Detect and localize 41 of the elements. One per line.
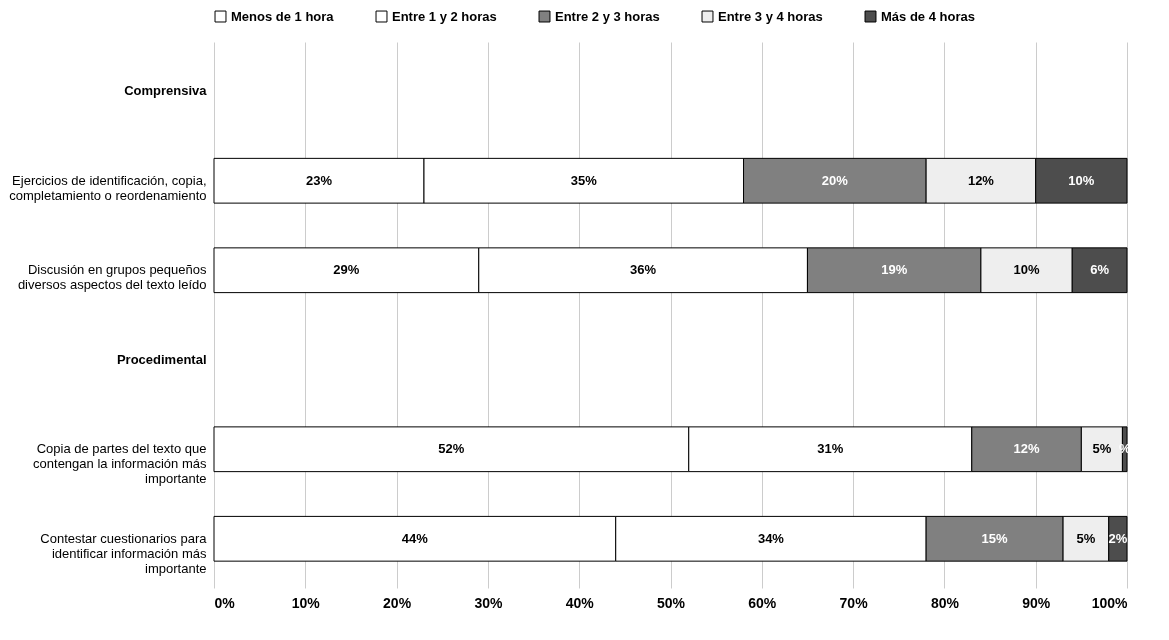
- data-label: 52%: [438, 441, 465, 457]
- x-tick-label: 100%: [1091, 594, 1129, 611]
- data-label: 20%: [821, 172, 849, 188]
- x-tick-label: 70%: [839, 594, 869, 611]
- x-tick-label: 60%: [748, 594, 777, 611]
- y-tick-label: Contestar cuestionarios para identificar información más importante: [40, 530, 208, 576]
- x-tick-label: 90%: [1022, 594, 1051, 611]
- data-label: 12%: [967, 172, 995, 188]
- x-tick-label: 80%: [930, 594, 960, 611]
- y-tick-label: Ejercicios de identificación, copia, completamiento o reordenamiento: [9, 172, 207, 203]
- data-label: 5%: [1092, 441, 1112, 457]
- y-tick-label: Copia de partes del texto que contengan la información más importante: [33, 441, 207, 487]
- legend-label: Entre 3 y 4 horas: [718, 8, 823, 24]
- data-label: 10%: [1013, 262, 1041, 278]
- data-label: 31%: [817, 441, 844, 457]
- x-tick-label: 50%: [656, 594, 686, 611]
- data-label: 6%: [1090, 262, 1110, 278]
- y-tick-label: Procedimental: [116, 351, 207, 367]
- data-label: 2%: [1108, 530, 1128, 546]
- data-label: 19%: [881, 262, 908, 278]
- data-label: 12%: [1013, 441, 1041, 457]
- data-label: 5%: [1076, 530, 1096, 546]
- y-tick-label: Comprensiva: [124, 83, 208, 99]
- x-tick-label: 20%: [383, 594, 412, 611]
- legend-label: Entre 1 y 2 horas: [392, 8, 497, 24]
- x-tick-label: 30%: [474, 594, 503, 611]
- data-label: 36%: [630, 262, 657, 278]
- data-label: 10%: [1068, 172, 1095, 188]
- data-label: 34%: [757, 530, 785, 546]
- data-label: 44%: [401, 530, 429, 546]
- data-label: 29%: [333, 262, 360, 278]
- legend-label: Más de 4 horas: [881, 8, 975, 24]
- legend-label: Menos de 1 hora: [231, 8, 335, 24]
- data-label: 15%: [981, 530, 1009, 546]
- data-label: 35%: [570, 172, 598, 188]
- x-tick-label: 10%: [291, 594, 321, 611]
- y-tick-label: Discusión en grupos pequeños diversos aspectos del texto leído: [17, 262, 207, 293]
- legend-label: Entre 2 y 3 horas: [555, 8, 660, 24]
- x-tick-label: 40%: [565, 594, 595, 611]
- data-label: 23%: [305, 172, 333, 188]
- x-tick-label: 0%: [214, 594, 236, 611]
